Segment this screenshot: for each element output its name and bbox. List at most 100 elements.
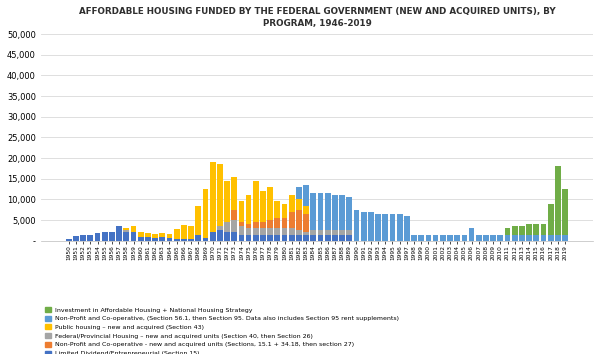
Bar — [232, 220, 237, 233]
Bar — [375, 214, 381, 241]
Bar — [281, 204, 287, 218]
Bar — [425, 234, 431, 241]
Bar — [160, 238, 165, 241]
Bar — [325, 234, 331, 241]
Bar — [102, 233, 107, 241]
Bar — [167, 234, 172, 238]
Bar — [303, 185, 309, 206]
Bar — [268, 187, 273, 220]
Bar — [339, 195, 345, 230]
Bar — [253, 222, 259, 228]
Bar — [152, 234, 158, 238]
Bar — [296, 199, 302, 210]
Bar — [382, 214, 388, 241]
Bar — [253, 228, 259, 234]
Bar — [268, 228, 273, 234]
Bar — [196, 234, 201, 241]
Bar — [246, 228, 251, 234]
Bar — [217, 230, 223, 241]
Bar — [131, 233, 136, 241]
Bar — [188, 226, 194, 239]
Bar — [512, 226, 518, 234]
Bar — [210, 233, 215, 241]
Bar — [239, 234, 244, 241]
Bar — [124, 230, 129, 233]
Bar — [519, 226, 525, 234]
Bar — [411, 234, 417, 241]
Bar — [310, 234, 316, 241]
Bar — [548, 204, 554, 234]
Bar — [145, 233, 151, 238]
Bar — [239, 222, 244, 226]
Bar — [217, 226, 223, 230]
Bar — [296, 210, 302, 230]
Bar — [239, 226, 244, 234]
Bar — [160, 233, 165, 238]
Bar — [562, 189, 568, 234]
Bar — [274, 228, 280, 234]
Bar — [289, 212, 295, 228]
Bar — [246, 234, 251, 241]
Bar — [317, 234, 323, 241]
Bar — [483, 234, 489, 241]
Bar — [66, 239, 71, 241]
Bar — [310, 193, 316, 230]
Bar — [188, 239, 194, 241]
Bar — [260, 191, 266, 222]
Bar — [196, 206, 201, 234]
Bar — [281, 228, 287, 234]
Bar — [317, 193, 323, 230]
Bar — [505, 228, 511, 234]
Bar — [109, 232, 115, 241]
Bar — [253, 234, 259, 241]
Bar — [303, 214, 309, 233]
Bar — [310, 230, 316, 234]
Bar — [124, 228, 129, 230]
Bar — [181, 224, 187, 239]
Bar — [505, 234, 511, 241]
Legend: Investment in Affordable Housing + National Housing Strategy, Non-Profit and Co-: Investment in Affordable Housing + Natio… — [44, 306, 400, 354]
Bar — [296, 234, 302, 241]
Bar — [296, 230, 302, 234]
Bar — [246, 224, 251, 228]
Bar — [303, 234, 309, 241]
Bar — [232, 233, 237, 241]
Title: AFFORDABLE HOUSING FUNDED BY THE FEDERAL GOVERNMENT (NEW AND ACQUIRED UNITS), BY: AFFORDABLE HOUSING FUNDED BY THE FEDERAL… — [79, 7, 556, 28]
Bar — [138, 233, 143, 236]
Bar — [260, 228, 266, 234]
Bar — [303, 233, 309, 234]
Bar — [239, 201, 244, 222]
Bar — [368, 212, 374, 241]
Bar — [181, 239, 187, 241]
Bar — [174, 229, 179, 239]
Bar — [397, 214, 403, 241]
Bar — [260, 234, 266, 241]
Bar — [281, 234, 287, 241]
Bar — [548, 234, 554, 241]
Bar — [296, 187, 302, 199]
Bar — [389, 214, 395, 241]
Bar — [332, 234, 338, 241]
Bar — [73, 236, 79, 241]
Bar — [469, 228, 475, 241]
Bar — [361, 212, 367, 241]
Bar — [281, 218, 287, 228]
Bar — [526, 224, 532, 234]
Bar — [317, 230, 323, 234]
Bar — [210, 162, 215, 233]
Bar — [260, 222, 266, 228]
Bar — [555, 234, 561, 241]
Bar — [88, 234, 93, 241]
Bar — [339, 230, 345, 234]
Bar — [95, 233, 100, 241]
Bar — [440, 234, 446, 241]
Bar — [433, 234, 439, 241]
Bar — [131, 226, 136, 233]
Bar — [174, 239, 179, 241]
Bar — [145, 238, 151, 241]
Bar — [346, 230, 352, 234]
Bar — [325, 230, 331, 234]
Bar — [541, 234, 547, 241]
Bar — [289, 195, 295, 212]
Bar — [454, 234, 460, 241]
